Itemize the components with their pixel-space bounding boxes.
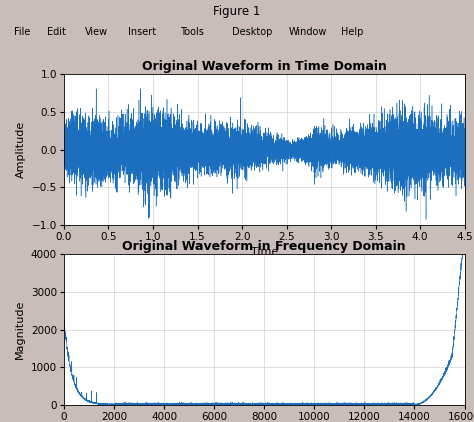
Text: View: View [85, 27, 109, 37]
Y-axis label: Amplitude: Amplitude [16, 121, 26, 178]
Text: Insert: Insert [128, 27, 156, 37]
Text: Edit: Edit [47, 27, 66, 37]
Text: Tools: Tools [180, 27, 204, 37]
Text: Window: Window [289, 27, 328, 37]
Title: Original Waveform in Frequency Domain: Original Waveform in Frequency Domain [122, 240, 406, 253]
Text: Figure 1: Figure 1 [213, 5, 261, 17]
Y-axis label: Magnitude: Magnitude [15, 300, 26, 360]
Text: Desktop: Desktop [232, 27, 273, 37]
Title: Original Waveform in Time Domain: Original Waveform in Time Domain [142, 60, 387, 73]
Text: File: File [14, 27, 31, 37]
X-axis label: Time: Time [251, 247, 278, 257]
Text: Help: Help [341, 27, 364, 37]
